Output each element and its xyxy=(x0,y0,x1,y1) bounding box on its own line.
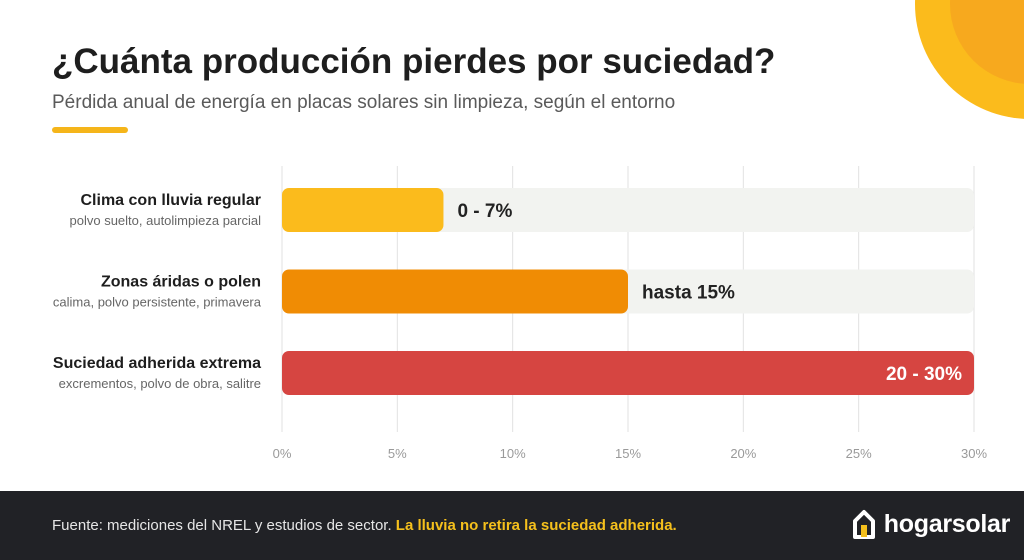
bar xyxy=(282,351,974,395)
x-tick-label: 20% xyxy=(730,446,756,461)
bar-value-label: 0 - 7% xyxy=(457,201,512,222)
page-subtitle: Pérdida anual de energía en placas solar… xyxy=(52,92,676,113)
x-tick-label: 25% xyxy=(846,446,872,461)
house-icon xyxy=(852,510,875,539)
bar-value-label: hasta 15% xyxy=(642,283,735,304)
title-underline xyxy=(52,127,128,133)
bar-chart: 0% 5% 10% 15% 20% 25% 30% 0 - 7% Clima con lluvi… xyxy=(53,166,987,461)
footer-highlight: La lluvia no retira la suciedad adherida… xyxy=(395,517,677,534)
bar xyxy=(282,188,444,232)
category-label: Clima con lluvia regular xyxy=(81,192,262,209)
x-tick-label: 10% xyxy=(500,446,526,461)
footer-source: Fuente: mediciones del NREL y estudios d… xyxy=(52,517,392,534)
category-label: Zonas áridas o polen xyxy=(101,274,261,291)
page-title: ¿Cuánta producción pierdes por suciedad? xyxy=(52,42,776,81)
brand-logo[interactable]: hogarsolar xyxy=(852,506,1010,542)
category-label: Suciedad adherida extrema xyxy=(53,355,261,372)
category-sublabel: calima, polvo persistente, primavera xyxy=(53,295,262,310)
logo-text: hogarsolar xyxy=(883,509,1011,538)
x-tick-label: 15% xyxy=(615,446,641,461)
category-sublabel: excrementos, polvo de obra, salitre xyxy=(59,376,261,391)
x-tick-label: 5% xyxy=(388,446,407,461)
x-tick-label: 0% xyxy=(273,446,292,461)
bar xyxy=(282,269,628,314)
bar-value-label: 20 - 30% xyxy=(886,364,962,385)
footer-text: Fuente: mediciones del NREL y estudios d… xyxy=(52,517,677,534)
bar-track xyxy=(282,188,974,232)
footer: Fuente: mediciones del NREL y estudios d… xyxy=(0,491,1024,560)
x-tick-label: 30% xyxy=(961,446,987,461)
category-sublabel: polvo suelto, autolimpieza parcial xyxy=(70,213,262,228)
